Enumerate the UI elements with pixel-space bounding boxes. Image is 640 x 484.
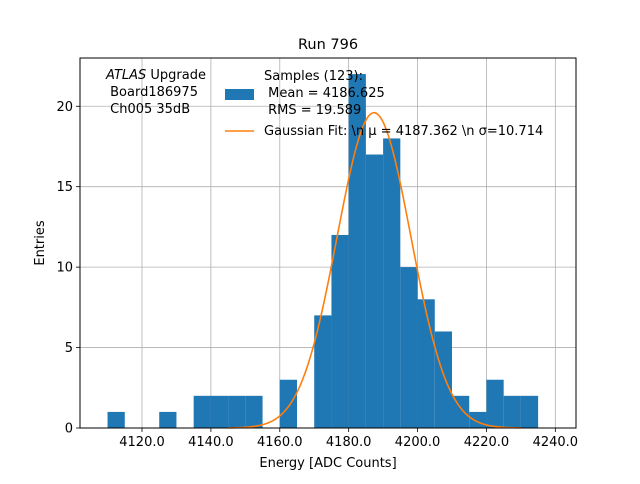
histogram-bar bbox=[228, 395, 246, 428]
y-tick-label: 0 bbox=[65, 422, 73, 437]
histogram-bar bbox=[452, 395, 470, 428]
histogram-bar bbox=[417, 299, 435, 428]
y-tick-label: 15 bbox=[56, 180, 73, 195]
legend-hist-swatch bbox=[225, 89, 254, 100]
histogram-bar bbox=[107, 411, 125, 428]
x-tick-label: 4160.0 bbox=[257, 435, 303, 450]
legend-hist-line-2: Mean = 4186.625 bbox=[264, 86, 385, 101]
legend: Samples (123): Mean = 4186.625 RMS = 19.… bbox=[225, 69, 543, 139]
histogram-bar bbox=[469, 411, 487, 428]
legend-hist-line-3: RMS = 19.589 bbox=[264, 103, 361, 118]
histogram-bar bbox=[365, 154, 384, 429]
x-tick-label: 4180.0 bbox=[326, 435, 372, 450]
x-tick-label: 4240.0 bbox=[533, 435, 579, 450]
atlas-annotation: ATLAS Upgrade Board186975 Ch005 35dB bbox=[105, 68, 206, 117]
y-tick-label: 20 bbox=[56, 100, 73, 115]
gaussian-fit bbox=[228, 111, 521, 429]
chart-title: Run 796 bbox=[298, 37, 358, 53]
histogram-bar bbox=[331, 234, 349, 428]
plot-frame bbox=[79, 57, 577, 429]
x-tick-label: 4120.0 bbox=[119, 435, 165, 450]
y-axis-label: Entries bbox=[33, 220, 48, 266]
histogram-bar bbox=[210, 395, 229, 428]
histogram-bar bbox=[434, 331, 452, 428]
histogram-bar bbox=[193, 395, 211, 428]
axis-ticks: 4120.0 4140.0 4160.0 4180.0 4200.0 4220.0 4240… bbox=[56, 100, 578, 450]
x-tick-label: 4140.0 bbox=[188, 435, 234, 450]
histogram-bar bbox=[314, 315, 332, 428]
gaussian-fit-line bbox=[228, 111, 521, 429]
legend-fit-label: Gaussian Fit: \n μ = 4187.362 \n σ=10.71… bbox=[264, 124, 543, 139]
histogram-bar bbox=[159, 411, 177, 428]
histogram-bar bbox=[520, 395, 539, 428]
histogram-bar bbox=[383, 138, 401, 428]
x-tick-label: 4220.0 bbox=[464, 435, 510, 450]
x-tick-label: 4200.0 bbox=[395, 435, 441, 450]
histogram-bar bbox=[503, 395, 521, 428]
histogram-bar bbox=[486, 379, 504, 428]
y-tick-label: 10 bbox=[56, 261, 73, 276]
x-axis-label: Energy [ADC Counts] bbox=[259, 456, 396, 471]
annotation-line-2: Board186975 bbox=[106, 85, 198, 100]
y-tick-label: 5 bbox=[65, 341, 73, 356]
annotation-line-1: ATLAS Upgrade bbox=[105, 68, 206, 83]
histogram-bar bbox=[245, 395, 263, 428]
annotation-line-3: Ch005 35dB bbox=[106, 102, 190, 117]
legend-hist-line-1: Samples (123): bbox=[264, 69, 363, 84]
histogram-bar bbox=[400, 267, 418, 428]
histogram-bar bbox=[279, 379, 297, 428]
